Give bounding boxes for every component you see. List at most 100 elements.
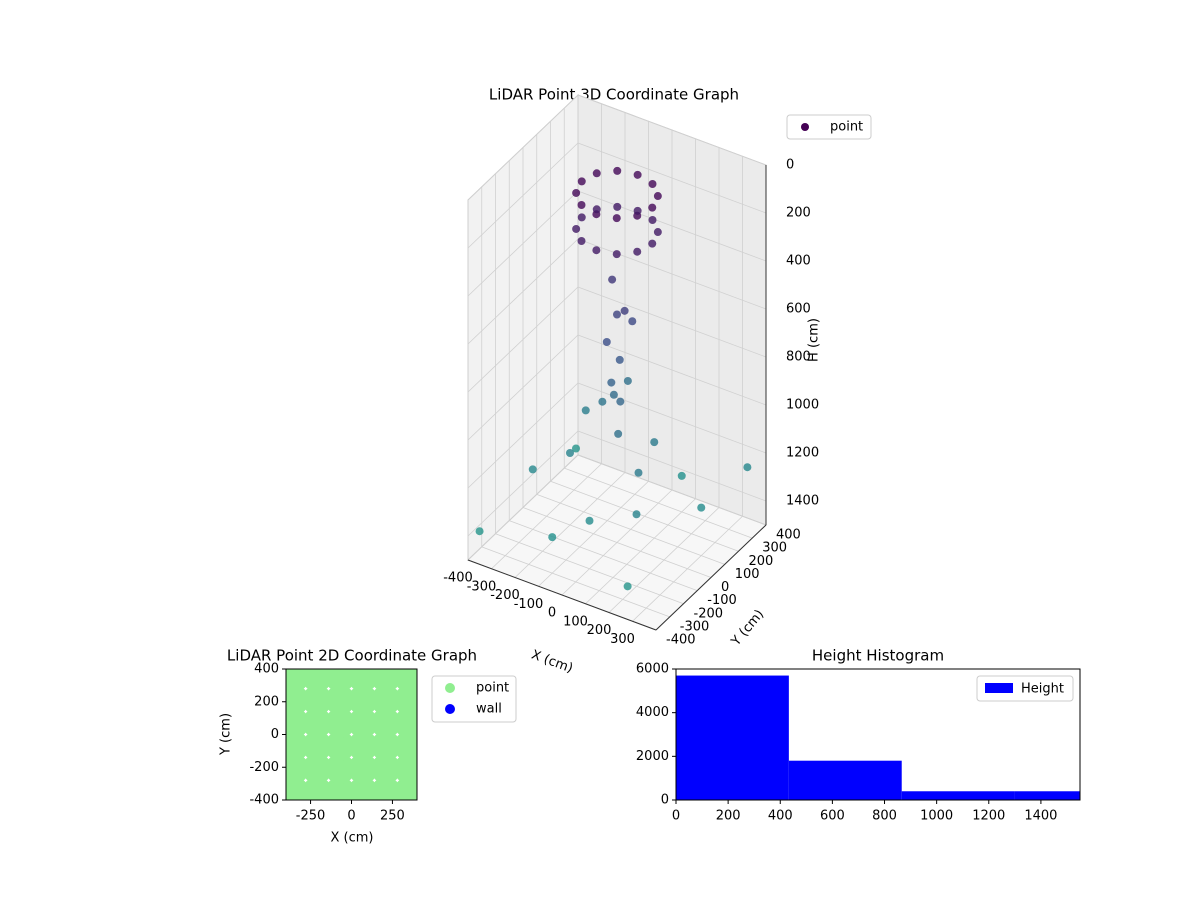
y-tick-label: 6000 xyxy=(636,662,669,677)
point xyxy=(347,669,378,693)
legend-label: Height xyxy=(1021,682,1064,697)
point xyxy=(302,776,333,800)
point xyxy=(602,338,611,346)
point xyxy=(623,582,632,591)
x-tick-label: -200 xyxy=(490,588,520,603)
x-tick-label: 250 xyxy=(380,809,405,824)
point xyxy=(613,310,621,319)
point xyxy=(623,376,632,385)
point xyxy=(325,685,356,716)
point xyxy=(612,214,621,223)
point xyxy=(566,449,574,457)
x-tick-label: 300 xyxy=(610,632,635,647)
point xyxy=(577,237,586,245)
point xyxy=(648,180,657,188)
point xyxy=(581,406,590,415)
legend-marker xyxy=(445,704,455,714)
grid-line xyxy=(467,94,579,201)
point xyxy=(608,275,617,284)
legend-marker xyxy=(445,683,455,693)
grid-line xyxy=(495,533,684,605)
point xyxy=(572,444,580,453)
y-tick-label: -400 xyxy=(666,633,696,648)
point xyxy=(370,776,401,800)
y-tick-label: 100 xyxy=(735,567,760,582)
grid-line xyxy=(481,546,670,618)
x-tick-label: 0 xyxy=(347,809,355,824)
grid-line xyxy=(577,142,767,214)
grid-line xyxy=(577,238,767,310)
point xyxy=(648,203,657,212)
point xyxy=(628,317,637,326)
z-tick-label: 1400 xyxy=(786,494,819,509)
legend-label: point xyxy=(476,681,509,696)
point xyxy=(633,247,642,256)
legend-box xyxy=(976,675,1074,702)
plot-area xyxy=(475,166,752,591)
point xyxy=(370,685,401,716)
x-tick-label: -400 xyxy=(443,571,473,586)
point xyxy=(577,177,586,186)
plot-area xyxy=(676,675,1080,800)
axes-frame xyxy=(675,668,1081,801)
x-tick-label: -300 xyxy=(467,579,497,594)
y-axis-label: Y (cm) xyxy=(728,607,767,650)
point xyxy=(634,468,643,477)
point xyxy=(347,753,378,784)
point xyxy=(620,306,629,315)
point xyxy=(697,503,706,512)
point xyxy=(650,438,659,447)
point xyxy=(325,776,356,800)
chart-title: Height Histogram xyxy=(812,647,944,665)
grid-line xyxy=(467,238,579,345)
point xyxy=(475,527,484,536)
grid-line xyxy=(577,286,767,358)
point xyxy=(577,201,586,209)
z-tick-label: 1200 xyxy=(786,446,819,461)
point xyxy=(370,753,401,784)
x-axis-label: X (cm) xyxy=(331,831,374,846)
z-tick-label: 200 xyxy=(786,206,811,221)
point xyxy=(613,202,622,211)
x-tick-label: 600 xyxy=(820,809,845,824)
point xyxy=(612,250,621,259)
legend-label: point xyxy=(830,120,863,135)
point xyxy=(347,776,378,800)
point xyxy=(325,753,356,784)
x-tick-label: 100 xyxy=(563,614,588,629)
y-tick-label: 200 xyxy=(254,694,279,709)
grid-line xyxy=(467,382,579,489)
point xyxy=(607,378,616,387)
point xyxy=(393,708,417,739)
grid-line xyxy=(550,480,739,552)
point xyxy=(393,730,417,761)
point xyxy=(615,355,624,364)
y-tick-label: -200 xyxy=(694,606,724,621)
grid-line xyxy=(577,334,767,406)
grid-line xyxy=(509,520,698,591)
grid-line xyxy=(577,454,767,526)
point xyxy=(677,471,686,480)
x-tick-label: 200 xyxy=(587,623,612,638)
x-tick-label: 200 xyxy=(716,809,741,824)
point xyxy=(592,205,601,214)
z-tick-label: 800 xyxy=(786,350,811,365)
point xyxy=(393,753,417,784)
point xyxy=(302,753,333,784)
grid-line xyxy=(536,494,725,565)
point xyxy=(302,669,333,693)
point xyxy=(598,397,607,406)
y-tick-label: 400 xyxy=(776,528,801,543)
y-tick-label: 0 xyxy=(661,793,669,808)
y-tick-label: 200 xyxy=(749,554,774,569)
grid-line xyxy=(467,286,579,393)
point xyxy=(613,166,622,175)
point xyxy=(616,397,625,406)
point xyxy=(393,685,417,716)
point xyxy=(572,224,581,233)
legend-box xyxy=(786,114,872,140)
point xyxy=(592,246,601,255)
y-tick-label: -100 xyxy=(707,593,737,608)
bar xyxy=(788,760,902,800)
